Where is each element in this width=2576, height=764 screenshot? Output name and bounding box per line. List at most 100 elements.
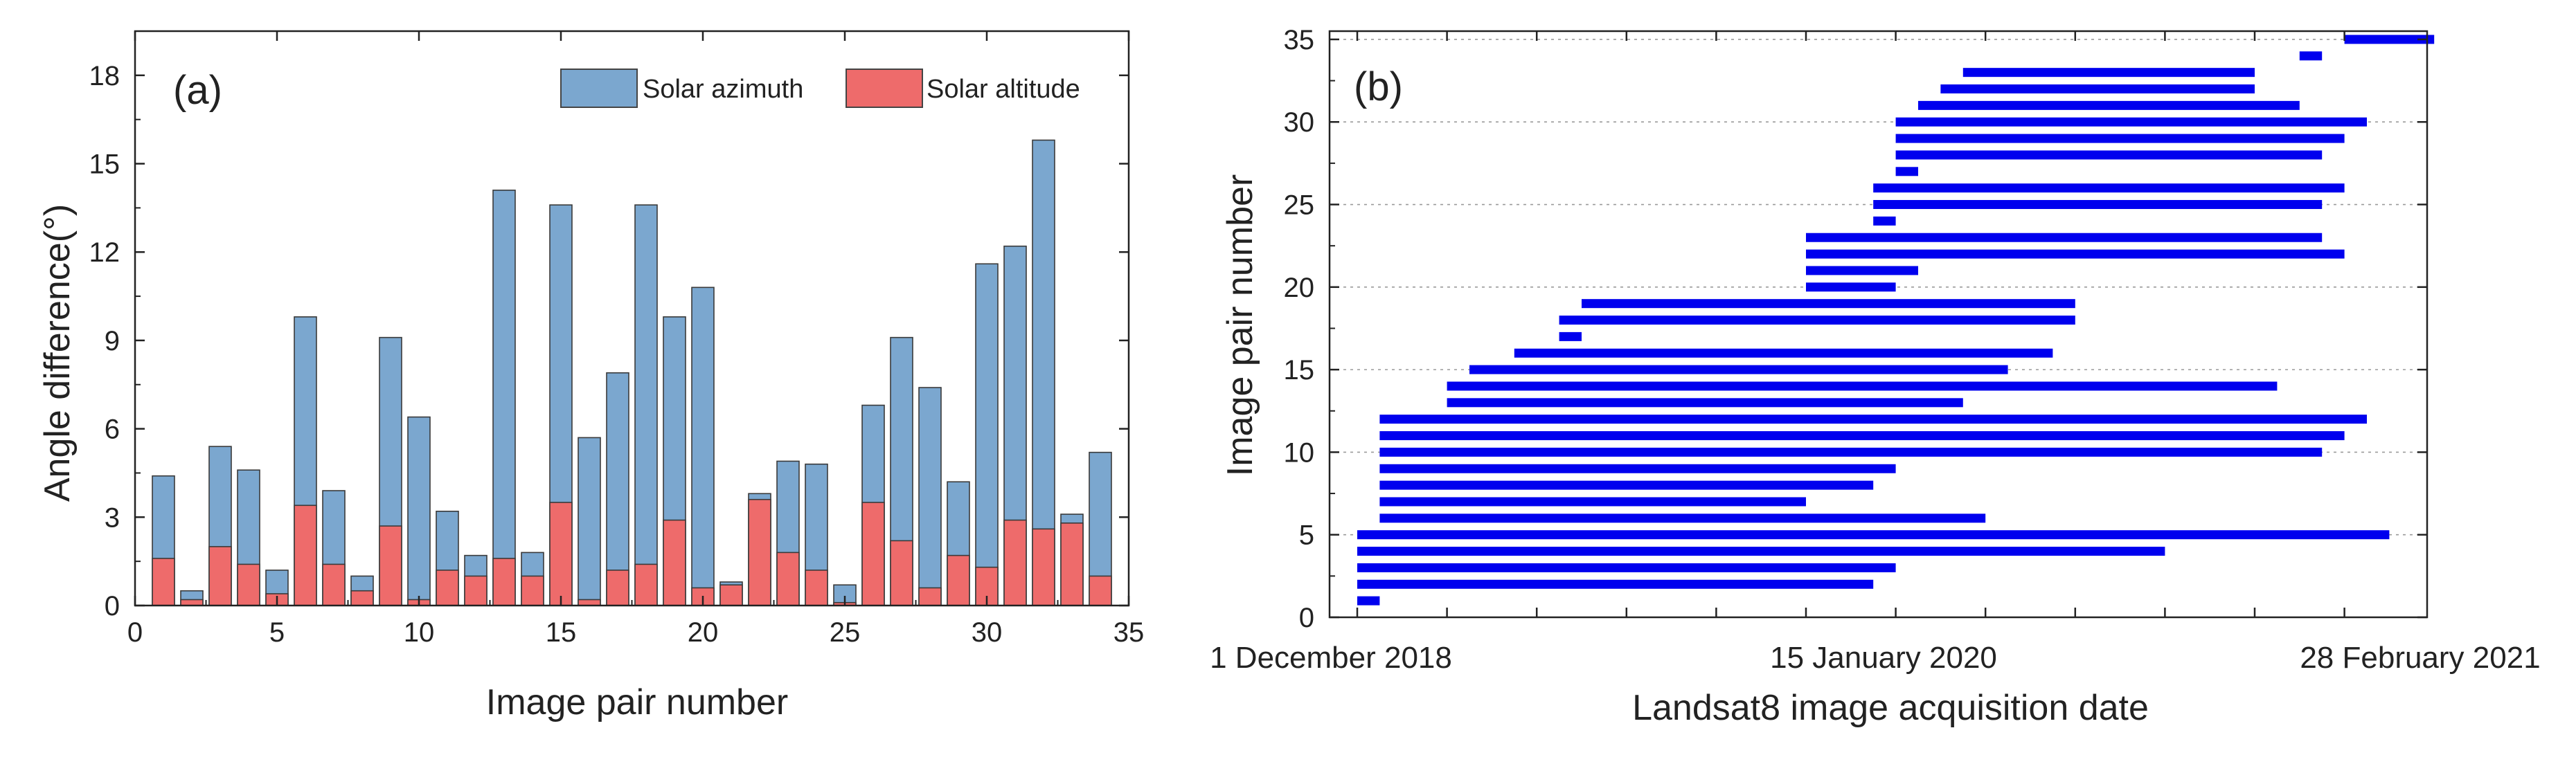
bar-solar-altitude: [861, 502, 885, 606]
b-interval-bar: [1357, 547, 2165, 556]
bar-solar-altitude: [606, 570, 629, 606]
a-y-tick-label: 15: [89, 149, 120, 180]
bar-solar-altitude: [152, 558, 175, 606]
b-interval-bar: [1379, 497, 1806, 507]
b-y-tick-label: 0: [1299, 603, 1314, 633]
b-interval-bar: [1940, 84, 2255, 94]
a-x-tick-label: 0: [127, 617, 143, 648]
b-y-axis-title: Image pair number: [1220, 174, 1260, 476]
b-interval-bar: [1873, 183, 2345, 193]
bar-solar-altitude: [549, 502, 573, 606]
a-y-axis-title: Angle difference(°): [37, 204, 78, 502]
b-interval-bar: [1962, 68, 2255, 78]
bar-solar-altitude: [208, 546, 232, 606]
b-interval-bar: [1469, 365, 2008, 374]
a-y-tick-label: 3: [105, 502, 120, 533]
b-interval-bar: [1379, 464, 1896, 473]
bar-solar-altitude: [748, 498, 771, 606]
bar-solar-altitude: [180, 599, 204, 606]
bar-solar-altitude: [719, 584, 743, 606]
b-interval-bar: [1559, 316, 2075, 325]
a-x-tick-label: 10: [404, 617, 435, 648]
b-interval-bar: [1357, 563, 1896, 572]
b-interval-bar: [1873, 200, 2323, 210]
a-y-tick-label: 9: [105, 326, 120, 356]
bar-solar-azimuth: [578, 437, 601, 606]
b-interval-bar: [1357, 596, 1380, 606]
b-interval-bar: [1447, 381, 2278, 391]
bar-solar-altitude: [521, 575, 544, 606]
b-y-tick-label: 30: [1284, 107, 1315, 138]
bar-solar-azimuth: [492, 190, 516, 606]
b-interval-bar: [1379, 415, 2367, 424]
bar-solar-altitude: [578, 599, 601, 606]
panel-b: 0 5 10 15 20 25 30 35 (b) 1 December 2018 15 Ja…: [1210, 25, 2541, 728]
a-x-tick-label: 20: [688, 617, 719, 648]
b-interval-bar: [1806, 266, 1918, 275]
legend-label-solar-altitude: Solar altitude: [927, 75, 1080, 104]
bar-solar-azimuth: [975, 263, 999, 606]
b-plot-frame: [1328, 30, 2429, 619]
bar-solar-altitude: [776, 552, 800, 606]
a-y-tick-label: 12: [89, 237, 120, 268]
bar-solar-altitude: [436, 570, 459, 606]
b-y-tick-label: 20: [1284, 273, 1315, 303]
b-interval-bar: [1357, 530, 2390, 540]
bar-solar-altitude: [294, 504, 317, 606]
a-y-tick-label: 18: [89, 61, 120, 91]
a-x-tick-label: 5: [269, 617, 285, 648]
b-interval-bar: [2344, 35, 2435, 44]
b-y-tick-label: 10: [1284, 437, 1315, 468]
b-y-tick-label: 5: [1299, 520, 1314, 551]
a-legend: Solar azimuth Solar altitude: [560, 69, 1080, 108]
bar-solar-altitude: [1032, 528, 1055, 606]
bar-solar-altitude: [1089, 575, 1112, 606]
b-y-tick-label: 35: [1284, 25, 1315, 55]
b-interval-bar: [1873, 216, 1896, 226]
bar-solar-altitude: [1060, 522, 1084, 606]
bar-solar-altitude: [492, 558, 516, 606]
a-x-tick-label: 35: [1113, 617, 1145, 648]
b-interval-bar: [2299, 51, 2323, 61]
b-interval-bar: [1379, 447, 2323, 457]
bar-solar-azimuth: [918, 387, 942, 606]
b-y-tick-label: 25: [1284, 190, 1315, 221]
a-ticks: 0 5 10 15 20 25 30 35 0 3 6 9 12 15 18: [89, 31, 1145, 648]
a-x-tick-label: 15: [546, 617, 577, 648]
legend-label-solar-azimuth: Solar azimuth: [643, 75, 803, 104]
bar-solar-altitude: [1003, 519, 1027, 606]
b-date-label-mid: 15 January 2020: [1770, 641, 1997, 675]
bar-solar-altitude: [634, 563, 658, 606]
a-y-tick-label: 6: [105, 415, 120, 445]
bar-solar-altitude: [379, 525, 402, 606]
bar-solar-azimuth: [1032, 139, 1055, 606]
bar-solar-altitude: [947, 554, 970, 606]
b-interval-bar: [1895, 167, 1918, 176]
b-interval-bar: [1806, 282, 1896, 292]
bar-solar-azimuth: [407, 416, 431, 606]
b-date-label-end: 28 February 2021: [2300, 641, 2540, 675]
b-interval-bar: [1918, 100, 2300, 110]
b-interval-bar: [1895, 117, 2367, 127]
bar-solar-altitude: [890, 540, 913, 606]
legend-swatch-solar-azimuth: [560, 69, 638, 108]
b-ticks: 0 5 10 15 20 25 30 35: [1284, 25, 2427, 633]
bar-solar-azimuth: [606, 372, 629, 606]
a-y-tick-label: 0: [105, 591, 120, 621]
bar-solar-altitude: [350, 590, 374, 606]
b-interval-bar: [1447, 398, 1963, 408]
b-interval-bar: [1357, 579, 1874, 589]
bar-solar-altitude: [805, 570, 828, 606]
b-interval-bar: [1806, 249, 2345, 259]
b-interval-bar: [1379, 480, 1874, 490]
legend-swatch-solar-altitude: [846, 69, 923, 108]
b-interval-bar: [1379, 513, 1986, 523]
a-x-tick-label: 30: [972, 617, 1003, 648]
b-intervals: [1357, 35, 2435, 606]
a-x-tick-label: 25: [830, 617, 861, 648]
b-x-axis-title: Landsat8 image acquisition date: [1632, 688, 2149, 728]
b-interval-bar: [1806, 233, 2323, 242]
b-interval-bar: [1514, 348, 2053, 358]
a-panel-label: (a): [173, 68, 222, 113]
b-y-tick-label: 15: [1284, 355, 1315, 385]
